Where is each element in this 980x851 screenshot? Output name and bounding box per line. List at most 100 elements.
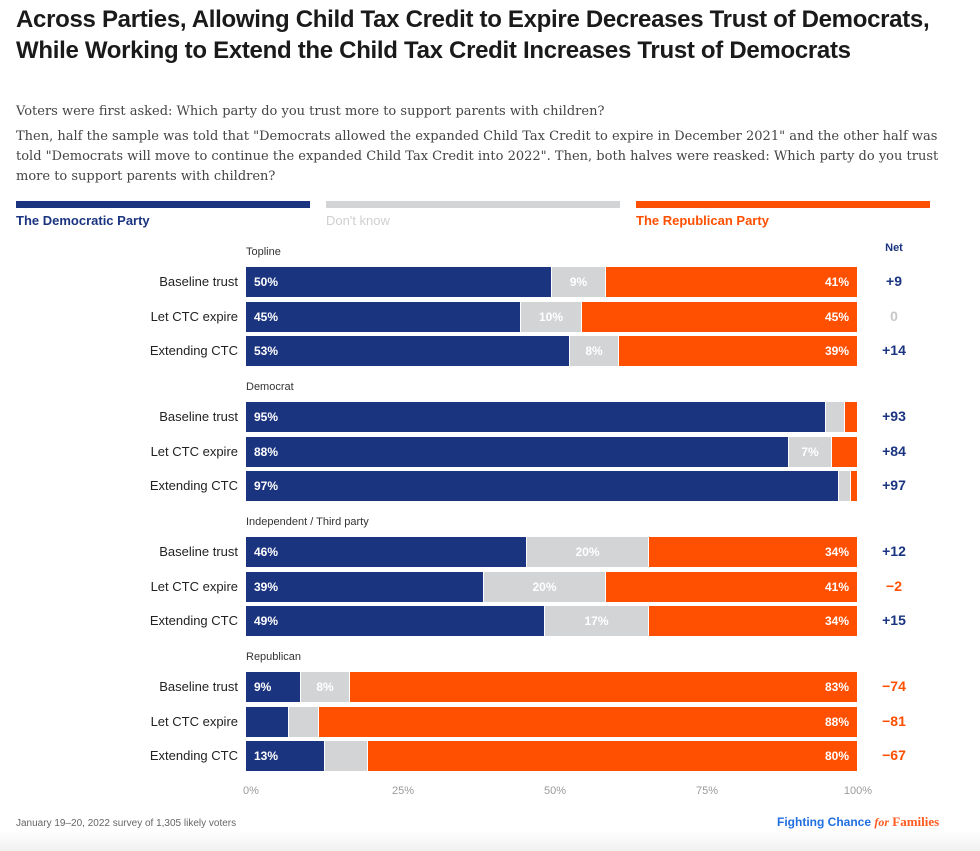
data-label: 45% [824, 310, 849, 324]
x-tick-label: 75% [695, 785, 719, 797]
data-label: 17% [584, 614, 609, 628]
bar-segment-republican: 34% [649, 537, 857, 567]
chart-title: Across Parties, Allowing Child Tax Credi… [16, 6, 930, 64]
net-column-header: Net [885, 242, 903, 254]
chart-subtitle-method: Then, half the sample was told that "Dem… [16, 129, 939, 184]
row-label: Let CTC expire [150, 444, 238, 459]
bar-segment-republican: 88% [319, 707, 857, 737]
group-label: Republican [246, 651, 302, 663]
chart-subtitle-question: Voters were first asked: Which party do … [16, 104, 605, 119]
data-label: 50% [254, 275, 279, 289]
data-label: 41% [824, 275, 849, 289]
net-value: +97 [882, 477, 906, 493]
stacked-bar: 39% 20% 41% [246, 572, 857, 602]
stacked-bar: 88% [246, 707, 857, 737]
stacked-bar: 53% 8% 39% [246, 336, 857, 366]
row-label: Extending CTC [149, 613, 238, 628]
net-value: −74 [882, 678, 906, 694]
group-label: Topline [246, 246, 281, 258]
stacked-bar: 50% 9% 41% [246, 267, 857, 297]
x-tick-label: 100% [843, 785, 873, 797]
bar-segment-democratic: 95% [246, 402, 825, 432]
data-label: 53% [254, 344, 279, 358]
row-label: Baseline trust [159, 679, 238, 694]
data-label: 10% [538, 310, 564, 324]
bar-segment-democratic: 39% [246, 572, 483, 602]
bar-segment-dont-know: 20% [484, 572, 605, 602]
data-label: 49% [254, 614, 279, 628]
bar-segment-democratic: 46% [246, 537, 526, 567]
data-label: 97% [254, 479, 279, 493]
bar-segment-democratic: 50% [246, 267, 551, 297]
brand-text-3: Families [889, 814, 940, 829]
data-label: 39% [824, 344, 849, 358]
data-label: 13% [254, 749, 279, 763]
row-label: Baseline trust [159, 544, 238, 559]
stacked-bar: 45% 10% 45% [246, 302, 857, 332]
data-label: 20% [575, 545, 600, 559]
bar-segment-republican: 39% [619, 336, 857, 366]
legend-swatch-dont-know [326, 201, 620, 208]
data-label: 9% [569, 275, 588, 289]
legend-swatch-republican [636, 201, 930, 208]
stacked-bar: 95% [246, 402, 857, 432]
x-tick-label: 25% [391, 785, 415, 797]
stacked-bar: 49% 17% 34% [246, 606, 857, 636]
bar-segment-democratic: 97% [246, 471, 838, 501]
group-label: Democrat [246, 381, 294, 393]
data-label: 80% [824, 749, 849, 763]
legend-swatch-democratic [16, 201, 310, 208]
legend-item-republican: The Republican Party [636, 201, 930, 228]
bar-segment-dont-know [289, 707, 318, 737]
data-label: 95% [254, 410, 279, 424]
bottom-fade [0, 830, 980, 851]
bar-segment-dont-know [839, 471, 850, 501]
data-label: 46% [254, 545, 279, 559]
stacked-bar: 9% 8% 83% [246, 672, 857, 702]
legend-item-dont-know: Don't know [326, 201, 620, 228]
legend-label-dont-know: Don't know [326, 213, 390, 228]
data-label: 34% [824, 614, 849, 628]
net-value: +93 [882, 408, 906, 424]
bar-segment-dont-know [325, 741, 367, 771]
bar-segment-republican: 45% [582, 302, 857, 332]
bar-segment-democratic: 88% [246, 437, 788, 467]
bar-segment-dont-know [826, 402, 844, 432]
row-label: Extending CTC [149, 343, 238, 358]
net-value: +84 [882, 443, 906, 459]
row-label: Extending CTC [149, 748, 238, 763]
stacked-bar: 46% 20% 34% [246, 537, 857, 567]
legend-label-democratic: The Democratic Party [16, 213, 150, 228]
row-label: Let CTC expire [150, 579, 238, 594]
data-label: 88% [254, 445, 279, 459]
data-label: 9% [254, 680, 272, 694]
brand-text-1: Fighting Chance [777, 815, 875, 829]
data-label: 83% [824, 680, 849, 694]
bar-segment-democratic: 53% [246, 336, 569, 366]
bar-segment-republican: 34% [649, 606, 857, 636]
data-label: 7% [801, 445, 819, 459]
data-label: 20% [532, 580, 557, 594]
bar-segment-republican: 41% [606, 267, 857, 297]
bar-segment-democratic: 13% [246, 741, 324, 771]
net-value: +14 [882, 342, 906, 358]
net-value: +15 [882, 612, 906, 628]
data-label: 8% [585, 344, 603, 358]
stacked-bar: 97% [246, 471, 857, 501]
net-value: +12 [882, 543, 906, 559]
brand-logo: Fighting Chance for Families [777, 814, 939, 830]
net-value: −2 [886, 578, 902, 594]
group-label: Independent / Third party [246, 516, 369, 528]
bar-segment-republican: 41% [606, 572, 857, 602]
bar-segment-dont-know: 20% [527, 537, 648, 567]
source-footnote: January 19–20, 2022 survey of 1,305 like… [16, 818, 237, 829]
data-label: 88% [824, 715, 849, 729]
legend-item-democratic: The Democratic Party [16, 201, 310, 228]
net-value: −67 [882, 747, 906, 763]
bar-segment-democratic: 49% [246, 606, 544, 636]
net-value: 0 [890, 308, 898, 324]
x-tick-label: 50% [543, 785, 567, 797]
legend-label-republican: The Republican Party [636, 213, 769, 228]
row-label: Extending CTC [149, 478, 238, 493]
row-label: Baseline trust [159, 409, 238, 424]
